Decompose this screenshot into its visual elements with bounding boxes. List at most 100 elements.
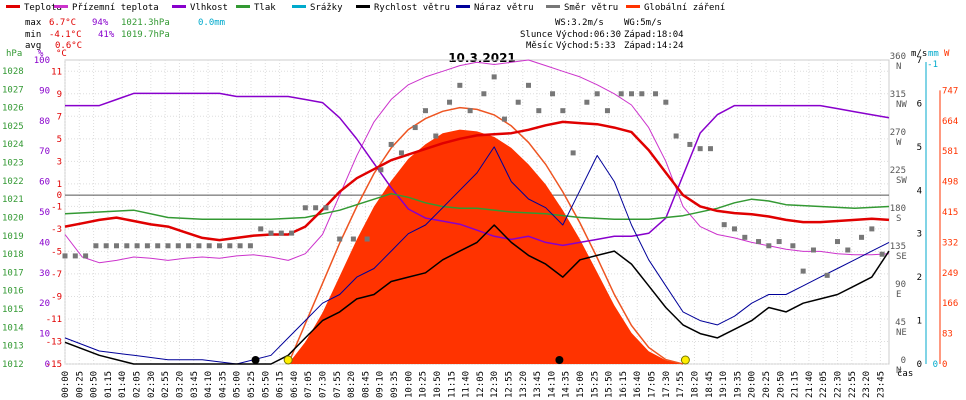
axis-x-tick: 22:05	[819, 371, 829, 398]
wind-direction-point	[663, 99, 669, 105]
axis-dir-tick: 90	[895, 280, 906, 290]
axis-hpa-tick: 1019	[2, 232, 24, 242]
wind-direction-point	[721, 222, 727, 228]
stats-max-hum: 94%	[92, 18, 109, 28]
axis-x-tick: 23:45	[876, 371, 886, 398]
axis-hpa-tick: 1024	[2, 140, 24, 150]
wind-direction-point	[350, 236, 356, 242]
axis-x-tick: 00:50	[90, 371, 100, 398]
wind-direction-point	[467, 108, 473, 114]
axis-dir-compass: SW	[896, 176, 907, 186]
axis-x-tick: 00:25	[75, 371, 85, 398]
legend-label: Vlhkost	[190, 3, 228, 13]
wind-direction-point	[227, 243, 233, 249]
axis-hpa-tick: 1027	[2, 85, 24, 95]
axis-ms-tick: 0	[917, 360, 922, 370]
wind-direction-point	[515, 99, 521, 105]
wind-direction-point	[742, 234, 748, 240]
axis-hpa-tick: 1013	[2, 342, 24, 352]
moonrise-marker	[251, 356, 260, 364]
axis-dir-compass: N	[896, 62, 901, 72]
axis-ms-tick: 5	[917, 143, 922, 153]
legend-label: Globální záření	[644, 3, 725, 13]
axis-c-tick: 11	[51, 67, 62, 77]
wind-direction-point	[186, 243, 192, 249]
axis-hpa-tick: 1020	[2, 213, 24, 223]
axis-x-tick: 19:10	[719, 371, 729, 398]
series-line-temp	[64, 120, 890, 242]
stats-min-press: 1019.7hPa	[121, 30, 170, 40]
legend-label: Teplota	[24, 3, 62, 13]
wind-direction-point	[810, 247, 816, 253]
legend-label: Tlak	[254, 3, 276, 13]
axis-x-tick: 01:15	[104, 371, 114, 398]
legend-label: Náraz větru	[474, 3, 534, 13]
axis-x-tick: 12:05	[476, 371, 486, 398]
stats-wg: WG:5m/s	[624, 18, 662, 28]
axis-hpa-tick: 1028	[2, 67, 24, 77]
axis-x-tick: 08:20	[347, 371, 357, 398]
axis-w-tick: 83	[942, 330, 953, 340]
axis-ms-tick: 4	[917, 186, 922, 196]
axes: hPa% °C m/s mm Wčas1028102710261025102410231…	[2, 49, 958, 398]
axis-mm-title: mm	[928, 49, 939, 59]
wind-direction-point	[124, 243, 130, 249]
wind-direction-point	[378, 167, 384, 173]
wind-direction-point	[481, 91, 487, 97]
legend-swatch	[172, 5, 186, 8]
axis-c-tick: 7	[57, 112, 62, 122]
wind-direction-point	[258, 226, 264, 232]
axis-x-tick: 23:20	[862, 371, 872, 398]
wind-direction-point	[732, 226, 737, 232]
axis-c-tick: -13	[46, 337, 62, 347]
axis-pct-tick: 70	[39, 147, 50, 157]
axis-x-tick: 20:25	[762, 371, 772, 398]
axis-hpa-tick: 1015	[2, 305, 24, 315]
axis-c-tick: -9	[51, 292, 62, 302]
wind-direction-point	[560, 108, 566, 114]
axis-w-tick: 415	[942, 208, 958, 218]
radiation-area	[287, 106, 684, 365]
axis-dir-tick: 0	[901, 356, 906, 366]
wind-direction-point	[594, 91, 600, 97]
stats-max-press: 1021.3hPa	[121, 18, 170, 28]
wind-direction-point	[618, 91, 624, 97]
wind-direction-point	[766, 243, 772, 249]
axis-hpa-tick: 1014	[2, 323, 24, 333]
axis-x-tick: 19:35	[733, 371, 743, 398]
wind-direction-point	[72, 253, 78, 259]
axis-x-tick: 07:05	[304, 371, 314, 398]
axis-hpa-tick: 1012	[2, 360, 24, 370]
axis-x-tick: 11:40	[462, 371, 472, 398]
axis-pct-tick: 90	[39, 86, 50, 96]
axis-ms-tick: 1	[917, 317, 922, 327]
legend-swatch	[54, 5, 68, 8]
axis-x-tick: 06:15	[276, 371, 286, 398]
wind-direction-point	[364, 236, 370, 242]
legend-label: Přízemní teplota	[72, 3, 159, 13]
axis-x-tick: 13:20	[519, 371, 529, 398]
series-line-press	[64, 192, 890, 221]
axis-hpa-title: hPa	[6, 49, 22, 59]
axis-c-tick: 5	[57, 135, 62, 145]
axis-dir-tick: 135	[890, 242, 906, 252]
axis-x-tick: 21:15	[791, 371, 801, 398]
stats-min-label: min	[25, 30, 41, 40]
legend-swatch	[356, 5, 370, 8]
wind-direction-point	[629, 91, 634, 97]
axis-c-tick: -7	[51, 270, 62, 280]
axis-w-tick: 332	[942, 238, 958, 248]
wind-direction-point	[103, 243, 109, 249]
wind-direction-point	[165, 243, 171, 249]
legend-swatch	[292, 5, 306, 8]
axis-x-tick: 05:00	[233, 371, 243, 398]
axis-hpa-tick: 1016	[2, 287, 24, 297]
axis-x-tick: 06:40	[290, 371, 300, 398]
axis-ms-tick: 2	[917, 273, 922, 283]
axis-x-tick: 02:30	[147, 371, 157, 398]
legend-label: Rychlost větru	[374, 3, 450, 13]
axis-w-tick: 0	[942, 360, 947, 370]
axis-x-tick: 17:05	[648, 371, 658, 398]
axis-pct-tick: 60	[39, 178, 50, 188]
